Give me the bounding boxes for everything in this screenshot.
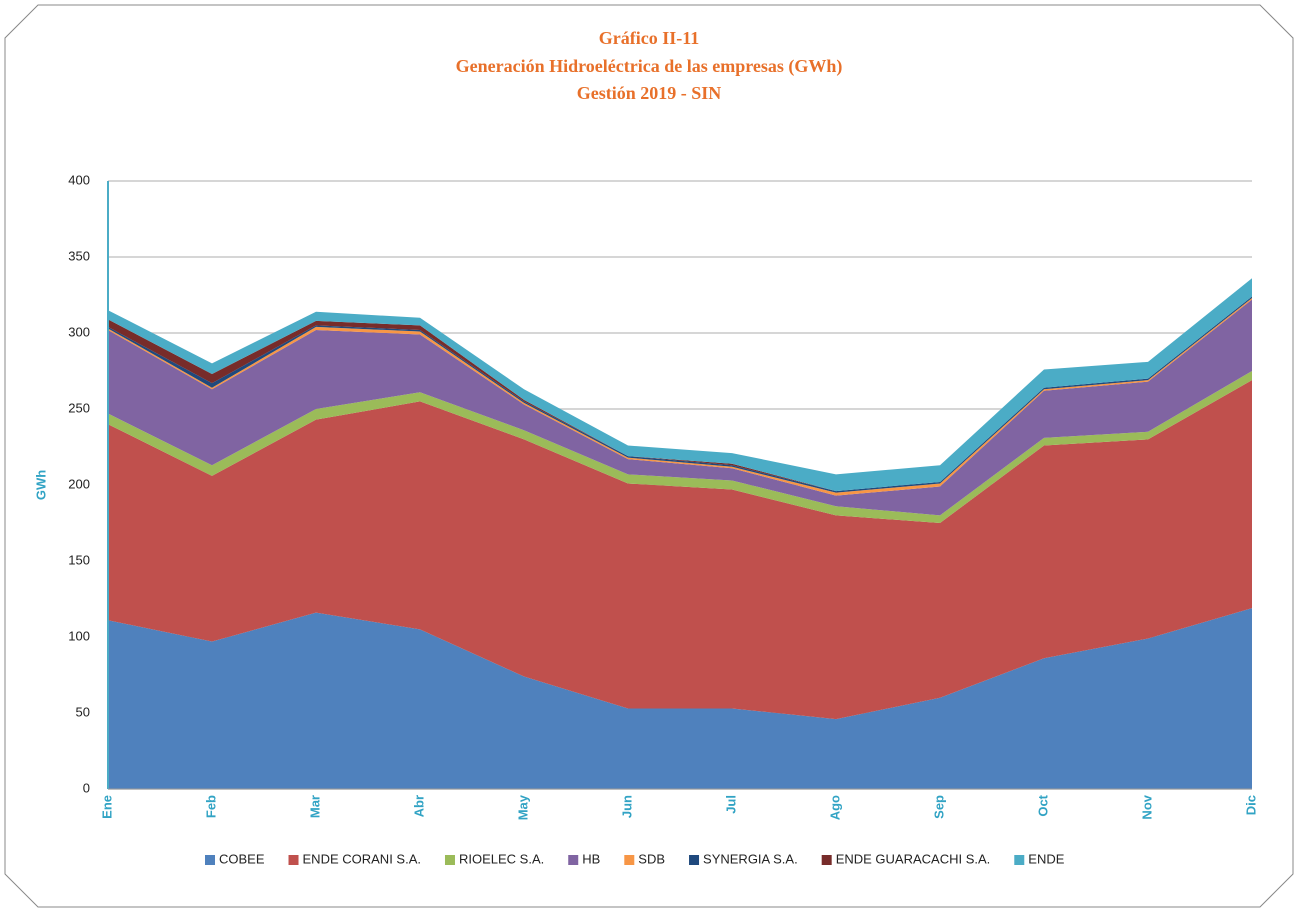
chart-title: Generación Hidroeléctrica de las empresa… — [456, 56, 843, 77]
x-tick-label: Ago — [827, 795, 842, 820]
y-tick-label: 400 — [68, 172, 90, 187]
legend-label: SDB — [638, 851, 665, 866]
legend-label: RIOELEC S.A. — [459, 851, 544, 866]
x-tick-label: Jul — [723, 795, 738, 814]
x-tick-label: Oct — [1035, 794, 1050, 816]
y-tick-label: 100 — [68, 628, 90, 643]
chart-title: Gestión 2019 - SIN — [577, 83, 722, 103]
y-tick-label: 150 — [68, 552, 90, 567]
area — [108, 299, 1252, 516]
legend-label: ENDE — [1028, 851, 1064, 866]
y-axis-label: GWh — [33, 470, 48, 500]
x-tick-label: Ene — [99, 795, 114, 819]
y-tick-label: 50 — [76, 704, 90, 719]
legend-label: ENDE GUARACACHI S.A. — [836, 851, 991, 866]
y-tick-label: 250 — [68, 400, 90, 415]
x-tick-label: Abr — [411, 795, 426, 817]
legend-swatch — [624, 855, 635, 865]
legend-swatch — [1014, 855, 1025, 865]
legend-swatch — [288, 855, 299, 865]
x-tick-label: Dic — [1243, 795, 1258, 815]
y-tick-label: 0 — [83, 780, 90, 795]
legend-label: ENDE CORANI S.A. — [303, 851, 421, 866]
legend-label: HB — [582, 851, 600, 866]
x-tick-label: Nov — [1139, 794, 1154, 819]
x-tick-label: Feb — [203, 795, 218, 818]
y-tick-label: 300 — [68, 324, 90, 339]
legend-swatch — [568, 855, 579, 865]
legend-swatch — [444, 855, 455, 865]
legend-label: SYNERGIA S.A. — [703, 851, 798, 866]
legend-swatch — [821, 855, 832, 865]
x-tick-label: Jun — [619, 795, 634, 818]
chart-title: Gráfico II-11 — [599, 28, 700, 48]
y-tick-label: 350 — [68, 248, 90, 263]
x-tick-label: May — [515, 794, 530, 820]
legend-label: COBEE — [219, 851, 265, 866]
x-tick-label: Sep — [931, 795, 946, 819]
legend-swatch — [689, 855, 700, 865]
area — [108, 380, 1252, 720]
y-tick-label: 200 — [68, 476, 90, 491]
legend-swatch — [205, 855, 215, 865]
x-tick-label: Mar — [307, 795, 322, 818]
area — [108, 608, 1252, 789]
